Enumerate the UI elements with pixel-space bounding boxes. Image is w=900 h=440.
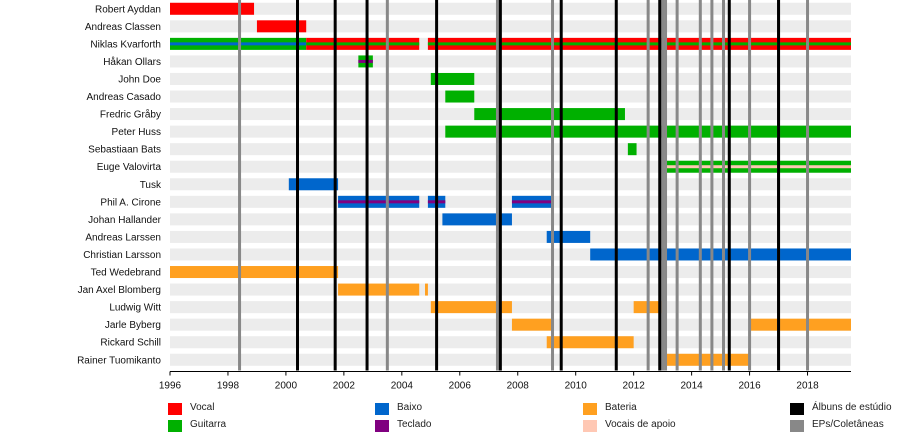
member-bar [288, 178, 339, 191]
legend-swatch [168, 420, 182, 432]
member-label: John Doe [118, 74, 161, 85]
member-label: Andreas Classen [85, 22, 161, 33]
row-stripe [170, 55, 851, 68]
legend-swatch [790, 403, 804, 415]
member-bar [338, 283, 420, 296]
x-tick-label: 2012 [623, 381, 646, 392]
x-tick-label: 2014 [680, 381, 703, 392]
member-bar-secondary [511, 200, 553, 204]
x-tick-label: 2002 [333, 381, 356, 392]
member-label: Niklas Kvarforth [90, 39, 161, 50]
member-label: Sebastiaan Bats [88, 145, 161, 156]
legend-swatch [790, 420, 804, 432]
member-label: Rainer Tuomikanto [77, 355, 161, 366]
member-bar [170, 2, 255, 15]
release-lines [238, 0, 810, 371]
row-stripe [170, 143, 851, 156]
legend-label: Baixo [397, 402, 423, 413]
member-bar [546, 230, 591, 243]
member-bar [590, 248, 851, 261]
x-tick-label: 1998 [217, 381, 240, 392]
legend-label: Vocal [190, 402, 215, 413]
member-bar-secondary [338, 200, 420, 204]
row-stripe [170, 230, 851, 243]
legend-swatch [168, 403, 182, 415]
legend-label: EPs/Coletâneas [812, 419, 884, 430]
member-label: Ted Wedebrand [91, 268, 161, 279]
legend-label: Guitarra [190, 419, 227, 430]
member-label: Phil A. Cirone [100, 197, 161, 208]
x-tick-label: 2006 [449, 381, 472, 392]
row-stripe [170, 2, 851, 15]
legend-swatch [583, 403, 597, 415]
row-stripe [170, 318, 851, 331]
legend-swatch [583, 420, 597, 432]
member-bar [749, 318, 851, 331]
member-bar [170, 266, 339, 279]
legend-swatch [375, 420, 389, 432]
row-stripe [170, 72, 851, 85]
x-tick-label: 2016 [738, 381, 761, 392]
row-stripe [170, 178, 851, 191]
x-tick-label: 2004 [391, 381, 414, 392]
legend-label: Teclado [397, 419, 432, 430]
member-labels: Robert Ayddan Andreas Classen Niklas Kvarf… [77, 4, 162, 366]
member-label: Rickard Schill [100, 338, 161, 349]
member-bar [474, 108, 625, 121]
member-label: Tusk [140, 180, 162, 191]
member-bar-secondary [306, 42, 420, 46]
member-label: Fredric Gråby [100, 109, 161, 121]
member-bar [627, 143, 637, 156]
member-bar [546, 336, 634, 349]
member-label: Johan Hallander [88, 215, 161, 226]
member-bar [430, 301, 512, 314]
member-label: Euge Valovirta [97, 162, 162, 173]
row-stripe [170, 336, 851, 349]
row-stripe [170, 90, 851, 103]
x-tick-label: 1996 [159, 381, 182, 392]
legend-swatch [375, 403, 389, 415]
x-tick-label: 2008 [507, 381, 530, 392]
member-bar [425, 283, 428, 296]
member-bar [511, 318, 553, 331]
member-bar [445, 90, 475, 103]
member-label: Robert Ayddan [95, 4, 161, 15]
member-label: Jan Axel Blomberg [78, 285, 161, 296]
member-bar [430, 72, 475, 85]
member-bar-secondary [427, 42, 851, 46]
member-label: Christian Larsson [83, 250, 161, 261]
member-label: Peter Huss [112, 127, 161, 138]
legend-label: Bateria [605, 402, 637, 413]
member-label: Håkan Ollars [103, 56, 161, 68]
member-label: Andreas Casado [87, 92, 162, 103]
x-tick-label: 2018 [796, 381, 819, 392]
row-stripe [170, 20, 851, 33]
member-bar [442, 213, 512, 226]
x-tick-label: 2010 [565, 381, 588, 392]
member-bar [256, 20, 307, 33]
legend-label: Vocais de apoio [605, 419, 676, 430]
row-stripe [170, 266, 851, 279]
member-label: Ludwig Witt [109, 303, 161, 314]
member-bar-secondary [662, 165, 851, 169]
member-label: Jarle Byberg [105, 320, 161, 331]
x-tick-label: 2000 [275, 381, 298, 392]
x-axis: 1996 1998 2000 2002 2004 2006 2008 2010 2012 2014… [159, 371, 851, 392]
legend-label: Álbuns de estúdio [812, 402, 892, 413]
member-label: Andreas Larssen [85, 232, 161, 243]
